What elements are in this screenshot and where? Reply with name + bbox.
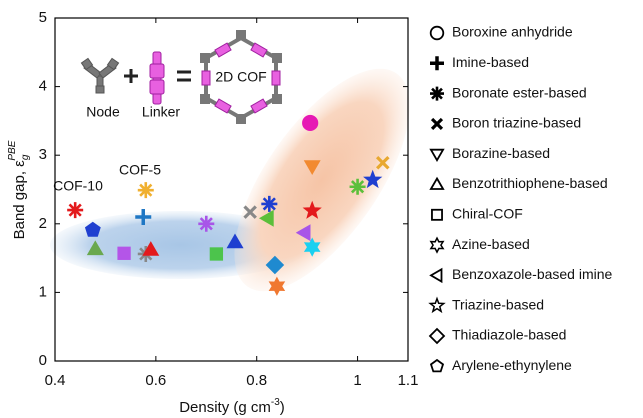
legend-label: Boroxine anhydride (452, 24, 573, 40)
y-tick-label: 1 (39, 283, 47, 300)
annotation: COF-5 (119, 162, 161, 178)
y-tick-label: 3 (39, 146, 47, 163)
legend-label: Thiadiazole-based (452, 327, 566, 343)
marker (67, 202, 83, 218)
legend-marker (430, 87, 444, 101)
inset-label: 2D COF (215, 69, 266, 85)
node-icon (81, 58, 118, 93)
x-tick-label: 1.1 (398, 372, 419, 389)
marker (138, 182, 154, 198)
marker (303, 116, 317, 130)
plus-sign (124, 69, 138, 83)
chart: Node Linker 2D COF COF-10 COF-5 Density … (0, 0, 643, 418)
legend-marker (430, 56, 444, 70)
marker (198, 216, 214, 232)
x-axis-label: Density (g cm-3) (179, 397, 285, 416)
legend-label: Azine-based (452, 236, 530, 252)
y-tick-label: 5 (39, 9, 47, 26)
y-tick-label: 4 (39, 78, 47, 95)
legend-marker (431, 27, 444, 40)
legend-marker (431, 360, 443, 371)
legend-label: Boron triazine-based (452, 115, 581, 131)
legend-marker (431, 269, 442, 281)
x-tick-label: 0.8 (246, 372, 267, 389)
inset-diagram: Node Linker 2D COF (81, 30, 282, 124)
legend-marker (431, 150, 443, 161)
legend-marker (432, 210, 442, 220)
legend-label: Boronate ester-based (452, 84, 587, 100)
legend-marker (430, 299, 443, 312)
legend-label: Chiral-COF (452, 206, 523, 222)
x-label-tail: ) (280, 399, 285, 416)
y-label-sub: g (20, 154, 31, 160)
legend-marker (432, 119, 442, 129)
x-tick-label: 1 (353, 372, 361, 389)
inset-label: Linker (142, 104, 180, 120)
marker (211, 248, 223, 260)
legend-marker (430, 329, 444, 343)
marker (261, 196, 277, 212)
legend-label: Benzotrithiophene-based (452, 175, 608, 191)
legend-label: Borazine-based (452, 145, 550, 161)
legend-label: Imine-based (452, 54, 529, 70)
y-tick-label: 2 (39, 215, 47, 232)
annotation: COF-10 (53, 178, 103, 194)
equals-sign (177, 72, 191, 80)
x-label-text: Density (g cm (179, 399, 271, 416)
y-label-text: Band gap, ε (11, 160, 28, 240)
legend-label: Triazine-based (452, 296, 544, 312)
legend-marker (431, 179, 443, 190)
y-axis-label: Band gap, εgPBE (7, 140, 31, 239)
x-tick-label: 0.6 (145, 372, 166, 389)
legend-marker (431, 238, 443, 252)
linker-icon (150, 52, 164, 104)
x-tick-label: 0.4 (45, 372, 66, 389)
y-tick-label: 0 (39, 352, 47, 369)
legend-label: Benzoxazole-based imine (452, 266, 613, 282)
marker (118, 248, 130, 260)
y-label-sup: PBE (7, 140, 18, 160)
legend-label: Arylene-ethynylene (452, 357, 572, 373)
inset-label: Node (86, 104, 120, 120)
marker (350, 179, 366, 195)
